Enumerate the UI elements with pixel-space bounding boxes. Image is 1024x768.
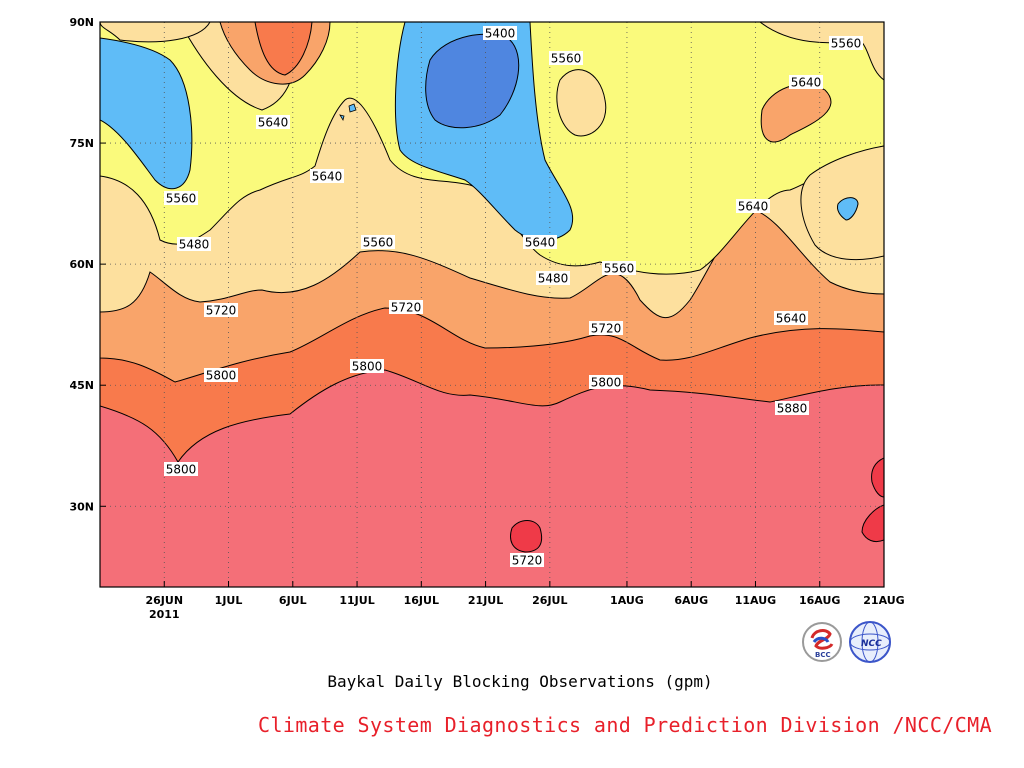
- island-5640-right: [760, 83, 832, 143]
- x-tick-label: 21JUL: [468, 594, 503, 607]
- contour-label: 5640: [258, 116, 289, 130]
- source-credit: Climate System Diagnostics and Predictio…: [258, 713, 993, 737]
- contour-label-bg: [549, 51, 583, 65]
- ncc-logo-icon: NCC: [849, 621, 891, 663]
- contour-labels: 5400 5560 5560 5640 5640 5640 5560 5480 5560 5640…: [164, 26, 863, 568]
- contour-label: 5560: [166, 192, 197, 206]
- y-tick-label: 60N: [69, 258, 94, 271]
- contour-label: 5800: [352, 360, 383, 374]
- high-right-2: [861, 504, 884, 543]
- contour-label: 5560: [831, 37, 862, 51]
- contour-label-bg: [177, 237, 211, 251]
- low-small-3: [339, 114, 345, 122]
- x-tick-label: 1AUG: [610, 594, 644, 607]
- contour-label: 5720: [206, 304, 237, 318]
- contour-label-bg: [361, 235, 395, 249]
- contour-label: 5640: [791, 76, 822, 90]
- contour-label: 5800: [591, 376, 622, 390]
- x-tick-label: 11JUL: [339, 594, 374, 607]
- contour-label-bg: [350, 359, 384, 373]
- island-5560-mid: [556, 69, 607, 137]
- high-right-1: [871, 457, 884, 498]
- contour-label-bg: [483, 26, 517, 40]
- y-tick-label: 75N: [69, 137, 94, 150]
- x-tick-label: 6AUG: [674, 594, 708, 607]
- contour-label-bg: [789, 75, 823, 89]
- contour-label: 5480: [179, 238, 210, 252]
- y-axis: 30N 45N 60N 75N 90N: [69, 16, 106, 513]
- y-tick-label: 90N: [69, 16, 94, 29]
- x-tick-label: 26JUN: [145, 594, 183, 607]
- contour-label-bg: [510, 553, 544, 567]
- contour-label-bg: [204, 368, 238, 382]
- contour-label-bg: [774, 311, 808, 325]
- contour-label-bg: [589, 375, 623, 389]
- contour-label: 5480: [538, 272, 569, 286]
- contour-label-bg: [204, 303, 238, 317]
- low-left: [100, 37, 193, 190]
- contour-label-bg: [164, 462, 198, 476]
- contour-fills: [100, 22, 884, 587]
- contour-label: 5560: [363, 236, 394, 250]
- low-small-1: [837, 197, 859, 221]
- contour-label: 5640: [525, 236, 556, 250]
- contour-label-bg: [164, 191, 198, 205]
- x-tick-label: 6JUL: [279, 594, 307, 607]
- contour-label-bg: [775, 401, 809, 415]
- contour-label: 5720: [391, 301, 422, 315]
- contour-label: 5720: [591, 322, 622, 336]
- contour-label: 5720: [512, 554, 543, 568]
- contour-label: 5640: [776, 312, 807, 326]
- plot-frame: [99, 21, 885, 588]
- island-5720-top: [254, 22, 313, 76]
- contour-label-bg: [536, 271, 570, 285]
- contour-label: 5880: [777, 402, 808, 416]
- contour-label-bg: [602, 261, 636, 275]
- contour-label-bg: [736, 199, 770, 213]
- y-tick-label: 30N: [69, 500, 94, 513]
- contour-label: 5400: [485, 27, 516, 41]
- bcc-logo-icon: BCC: [802, 622, 842, 662]
- svg-text:BCC: BCC: [815, 651, 831, 659]
- contour-label-bg: [310, 169, 344, 183]
- x-tick-label: 1JUL: [215, 594, 243, 607]
- contour-label-bg: [589, 321, 623, 335]
- contour-label-bg: [523, 235, 557, 249]
- contour-label-bg: [256, 115, 290, 129]
- svg-text:NCC: NCC: [861, 639, 882, 649]
- y-tick-label: 45N: [69, 379, 94, 392]
- logos: BCC NCC: [802, 621, 891, 663]
- x-tick-label: 16AUG: [799, 594, 840, 607]
- contour-label-bg: [389, 300, 423, 314]
- x-tick-label: 16JUL: [404, 594, 439, 607]
- low-small-2: [348, 103, 357, 113]
- x-tick-label: 26JUL: [532, 594, 567, 607]
- chart-title: Baykal Daily Blocking Observations (gpm): [327, 672, 713, 691]
- x-tick-label: 11AUG: [735, 594, 776, 607]
- contour-label: 5800: [166, 463, 197, 477]
- contour-label: 5640: [312, 170, 343, 184]
- contour-label: 5640: [738, 200, 769, 214]
- high-center: [510, 520, 543, 553]
- contour-label: 5800: [206, 369, 237, 383]
- x-tick-label: 21AUG: [863, 594, 904, 607]
- contour-label: 5560: [604, 262, 635, 276]
- contour-label: 5560: [551, 52, 582, 66]
- contour-label-bg: [829, 36, 863, 50]
- island-5560-top: [100, 22, 211, 43]
- x-year-label: 2011: [149, 608, 180, 621]
